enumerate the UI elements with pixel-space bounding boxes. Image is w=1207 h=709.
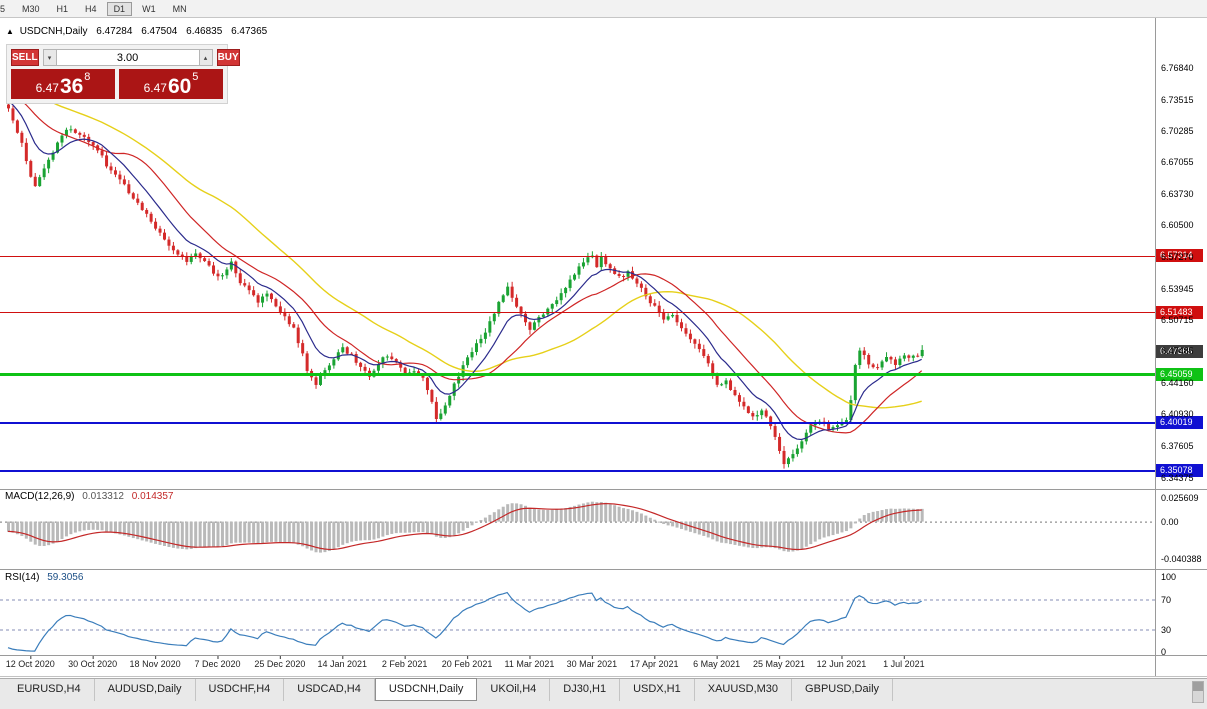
buy-price-pips: 60 [167, 75, 192, 98]
pane-separator-macd[interactable] [0, 489, 1207, 490]
timeframe-button-5[interactable]: 5 [0, 3, 6, 14]
one-click-collapse-icon[interactable]: ▲ [6, 27, 14, 36]
resistance-lower-line[interactable] [0, 312, 1155, 314]
sell-price-display[interactable]: 6.47 36 8 [11, 69, 115, 99]
support-green-badge: 6.45059 [1156, 367, 1203, 381]
sell-price-pips: 36 [59, 75, 84, 98]
tabbar-scrollbar[interactable] [1192, 681, 1204, 703]
resistance-upper-line[interactable] [0, 255, 1155, 257]
symbol-tab-usdx-h1[interactable]: USDX,H1 [620, 679, 695, 701]
resistance-upper-badge: 6.57314 [1156, 249, 1203, 263]
support-blue-upper-line[interactable] [0, 422, 1155, 425]
timeframe-button-d1[interactable]: D1 [106, 1, 133, 16]
timeframe-button-w1[interactable]: W1 [142, 3, 156, 14]
sell-price-point: 8 [84, 71, 91, 83]
symbol-tab-usdcnh-daily[interactable]: USDCNH,Daily [374, 678, 478, 701]
symbol-tab-dj30-h1[interactable]: DJ30,H1 [550, 679, 621, 701]
macd-indicator-label: MACD(12,26,9) 0.013312 0.014357 [5, 491, 173, 502]
symbol-tab-usdchf-h4[interactable]: USDCHF,H4 [196, 679, 285, 701]
pane-separator-rsi[interactable] [0, 569, 1207, 570]
volume-increase-icon[interactable]: ▴ [198, 49, 213, 66]
support-blue-lower-badge: 6.35078 [1156, 463, 1203, 477]
volume-stepper: ▾ ▴ [42, 49, 213, 66]
ohlc-close: 6.47365 [231, 26, 268, 37]
one-click-trading-panel: SELL ▾ ▴ BUY 6.47 36 8 6.47 60 5 [6, 44, 240, 104]
macd-value-main: 0.013312 [82, 491, 124, 502]
macd-value-signal: 0.014357 [131, 491, 174, 502]
timeframe-toolbar: 5 M30 H1 H4 D1 W1 MN [0, 0, 1207, 18]
support-green-line[interactable] [0, 373, 1155, 376]
tabbar-scrollbar-thumb[interactable] [1193, 682, 1203, 691]
support-blue-lower-line[interactable] [0, 469, 1155, 472]
symbol-tab-xauusd-m30[interactable]: XAUUSD,M30 [695, 679, 793, 701]
rsi-value: 59.3056 [47, 572, 84, 583]
symbol-tabbar: EURUSD,H4 AUDUSD,Daily USDCHF,H4 USDCAD,H4 U… [0, 678, 1207, 709]
symbol-tab-usdcad-h4[interactable]: USDCAD,H4 [284, 679, 375, 701]
rsi-indicator-label: RSI(14) 59.3056 [5, 572, 83, 583]
support-blue-upper-badge: 6.40019 [1156, 416, 1203, 430]
resistance-lower-badge: 6.51483 [1156, 305, 1203, 319]
symbol-tab-ukoil-h4[interactable]: UKOil,H4 [477, 679, 551, 701]
timeframe-button-h4[interactable]: H4 [85, 3, 97, 14]
buy-price-base: 6.47 [143, 81, 167, 95]
sell-button[interactable]: SELL [11, 49, 39, 66]
ohlc-open: 6.47284 [96, 26, 133, 37]
rsi-title: RSI(14) [5, 572, 40, 583]
macd-title: MACD(12,26,9) [5, 491, 75, 502]
volume-decrease-icon[interactable]: ▾ [42, 49, 57, 66]
timeframe-button-mn[interactable]: MN [172, 3, 187, 14]
timeframe-button-h1[interactable]: H1 [56, 3, 69, 14]
ohlc-low: 6.46835 [186, 26, 223, 37]
chart-symbol-label: USDCNH,Daily [19, 26, 88, 37]
buy-button[interactable]: BUY [216, 49, 240, 66]
symbol-tab-gbpusd-daily[interactable]: GBPUSD,Daily [792, 679, 894, 701]
volume-input[interactable] [56, 49, 199, 66]
time-axis-divider [0, 655, 1207, 656]
timeframe-button-m30[interactable]: M30 [22, 3, 40, 14]
symbol-tab-eurusd-h4[interactable]: EURUSD,H4 [4, 679, 95, 701]
price-scale-divider [1155, 18, 1156, 676]
current-price-badge: 6.47365 [1156, 345, 1203, 359]
ohlc-high: 6.47504 [141, 26, 178, 37]
sell-price-base: 6.47 [35, 81, 59, 95]
chart-header: ▲ USDCNH,Daily 6.47284 6.47504 6.46835 6… [6, 26, 267, 37]
buy-price-point: 5 [192, 71, 199, 83]
buy-price-display[interactable]: 6.47 60 5 [119, 69, 223, 99]
symbol-tab-audusd-daily[interactable]: AUDUSD,Daily [95, 679, 196, 701]
chart-bottom-divider [0, 676, 1207, 677]
